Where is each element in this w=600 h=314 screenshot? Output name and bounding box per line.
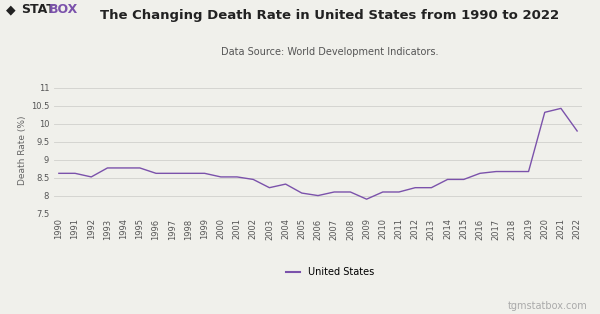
Text: The Changing Death Rate in United States from 1990 to 2022: The Changing Death Rate in United States…: [100, 9, 560, 22]
Legend: United States: United States: [282, 263, 378, 281]
Text: Data Source: World Development Indicators.: Data Source: World Development Indicator…: [221, 47, 439, 57]
Y-axis label: Death Rate (%): Death Rate (%): [17, 116, 26, 186]
Text: ◆: ◆: [6, 3, 16, 16]
Text: STAT: STAT: [21, 3, 55, 16]
Text: tgmstatbox.com: tgmstatbox.com: [508, 301, 588, 311]
Text: BOX: BOX: [49, 3, 79, 16]
